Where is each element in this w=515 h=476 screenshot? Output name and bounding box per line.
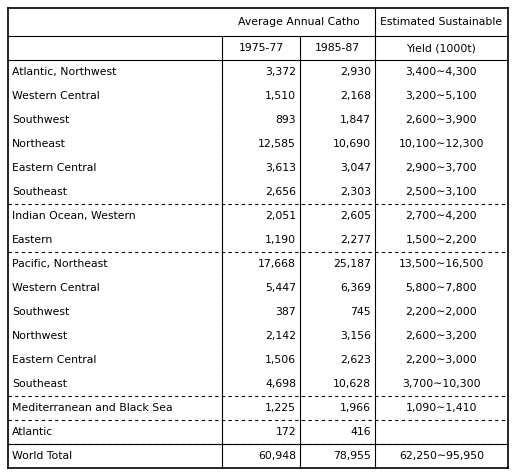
Text: Southwest: Southwest (12, 115, 69, 125)
Text: 4,698: 4,698 (265, 379, 296, 389)
Text: 78,955: 78,955 (333, 451, 371, 461)
Text: 1,500∼2,200: 1,500∼2,200 (406, 235, 477, 245)
Text: 3,613: 3,613 (265, 163, 296, 173)
Text: Northwest: Northwest (12, 331, 68, 341)
Text: Western Central: Western Central (12, 283, 100, 293)
Text: 5,800∼7,800: 5,800∼7,800 (406, 283, 477, 293)
Text: Atlantic: Atlantic (12, 427, 53, 437)
Text: 2,168: 2,168 (340, 91, 371, 101)
Text: 1985-87: 1985-87 (315, 43, 360, 53)
Text: Northeast: Northeast (12, 139, 66, 149)
Text: 745: 745 (350, 307, 371, 317)
Text: 2,051: 2,051 (265, 211, 296, 221)
Text: 2,277: 2,277 (340, 235, 371, 245)
Text: 1,847: 1,847 (340, 115, 371, 125)
Text: 2,500∼3,100: 2,500∼3,100 (406, 187, 477, 197)
Text: 3,156: 3,156 (340, 331, 371, 341)
Text: 62,250∼95,950: 62,250∼95,950 (399, 451, 484, 461)
Text: 60,948: 60,948 (258, 451, 296, 461)
Text: 3,200∼5,100: 3,200∼5,100 (406, 91, 477, 101)
Text: 6,369: 6,369 (340, 283, 371, 293)
Text: World Total: World Total (12, 451, 72, 461)
Text: 10,100∼12,300: 10,100∼12,300 (399, 139, 484, 149)
Text: 2,700∼4,200: 2,700∼4,200 (406, 211, 477, 221)
Text: 2,900∼3,700: 2,900∼3,700 (406, 163, 477, 173)
Text: Southeast: Southeast (12, 187, 67, 197)
Text: 2,623: 2,623 (340, 355, 371, 365)
Text: Eastern Central: Eastern Central (12, 355, 96, 365)
Text: 10,628: 10,628 (333, 379, 371, 389)
Text: 2,930: 2,930 (340, 67, 371, 77)
Text: Mediterranean and Black Sea: Mediterranean and Black Sea (12, 403, 173, 413)
Text: 172: 172 (276, 427, 296, 437)
Text: 1,090∼1,410: 1,090∼1,410 (406, 403, 477, 413)
Text: 2,200∼3,000: 2,200∼3,000 (406, 355, 477, 365)
Text: Average Annual Catho: Average Annual Catho (237, 17, 359, 27)
Text: Eastern: Eastern (12, 235, 53, 245)
Text: 1,966: 1,966 (340, 403, 371, 413)
Text: 1,506: 1,506 (265, 355, 296, 365)
Text: Western Central: Western Central (12, 91, 100, 101)
Text: Eastern Central: Eastern Central (12, 163, 96, 173)
Text: 416: 416 (350, 427, 371, 437)
Text: 387: 387 (276, 307, 296, 317)
Text: 25,187: 25,187 (333, 259, 371, 269)
Text: Southeast: Southeast (12, 379, 67, 389)
Text: 2,600∼3,200: 2,600∼3,200 (406, 331, 477, 341)
Text: 1975-77: 1975-77 (238, 43, 284, 53)
Text: Estimated Sustainable: Estimated Sustainable (381, 17, 503, 27)
Text: 3,700∼10,300: 3,700∼10,300 (402, 379, 481, 389)
Text: 3,372: 3,372 (265, 67, 296, 77)
Text: 5,447: 5,447 (265, 283, 296, 293)
Text: 2,303: 2,303 (340, 187, 371, 197)
Text: 10,690: 10,690 (333, 139, 371, 149)
Text: Southwest: Southwest (12, 307, 69, 317)
Text: 1,190: 1,190 (265, 235, 296, 245)
Text: 2,600∼3,900: 2,600∼3,900 (406, 115, 477, 125)
Text: 17,668: 17,668 (258, 259, 296, 269)
Text: 12,585: 12,585 (258, 139, 296, 149)
Text: Pacific, Northeast: Pacific, Northeast (12, 259, 108, 269)
Text: 13,500∼16,500: 13,500∼16,500 (399, 259, 484, 269)
Text: 1,225: 1,225 (265, 403, 296, 413)
Text: Indian Ocean, Western: Indian Ocean, Western (12, 211, 135, 221)
Text: 2,200∼2,000: 2,200∼2,000 (406, 307, 477, 317)
Text: 2,605: 2,605 (340, 211, 371, 221)
Text: Atlantic, Northwest: Atlantic, Northwest (12, 67, 116, 77)
Text: 3,400∼4,300: 3,400∼4,300 (406, 67, 477, 77)
Text: 1,510: 1,510 (265, 91, 296, 101)
Text: Yield (1000t): Yield (1000t) (406, 43, 476, 53)
Text: 2,142: 2,142 (265, 331, 296, 341)
Text: 2,656: 2,656 (265, 187, 296, 197)
Text: 893: 893 (276, 115, 296, 125)
Text: 3,047: 3,047 (340, 163, 371, 173)
